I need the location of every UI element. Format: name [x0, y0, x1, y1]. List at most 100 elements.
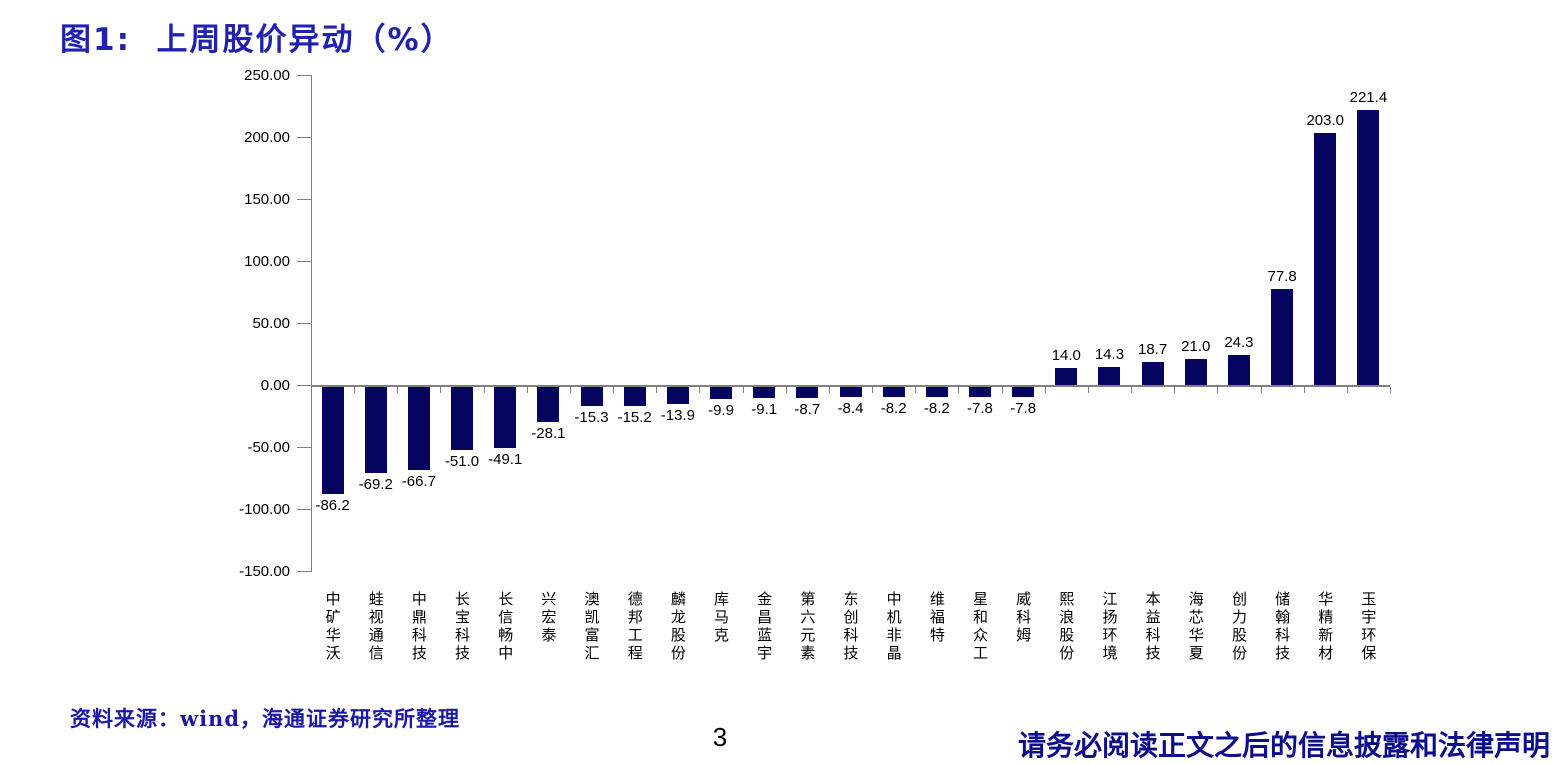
category-label: 德邦工程: [625, 591, 644, 663]
bar-value-label: -51.0: [444, 453, 480, 471]
bar: [580, 387, 603, 406]
bar-value-label: -86.2: [315, 496, 350, 514]
category-label: 江扬环境: [1100, 591, 1119, 663]
y-axis-tick-label: -150.00: [239, 563, 290, 580]
bar: [494, 387, 517, 448]
bar-value-label: -28.1: [531, 424, 566, 442]
category-label: 澳凯富汇: [582, 591, 601, 663]
x-axis-tick: [958, 387, 960, 393]
y-axis-line: [311, 75, 312, 572]
category-label: 储翰科技: [1273, 591, 1292, 663]
category-label: 熙浪股份: [1057, 591, 1076, 663]
bar-value-label: 14.3: [1094, 346, 1125, 364]
x-axis-line: [311, 385, 1390, 387]
bar: [1055, 367, 1078, 385]
bar-value-label: -8.4: [837, 400, 864, 418]
x-axis-tick: [483, 387, 485, 393]
x-axis-tick: [742, 387, 744, 393]
bar-value-label: 221.4: [1349, 89, 1388, 107]
bar: [839, 387, 862, 398]
bar: [1098, 367, 1121, 385]
bar-value-label: 24.3: [1224, 333, 1254, 351]
category-label: 创力股份: [1229, 591, 1248, 663]
bar: [1141, 361, 1164, 385]
y-axis-tick: [297, 261, 311, 262]
bar: [925, 387, 948, 398]
x-axis-tick: [311, 387, 312, 393]
bar-value-label: -8.2: [923, 400, 950, 418]
bar: [451, 387, 474, 451]
y-axis-tick-label: 0.00: [260, 377, 290, 394]
bar: [321, 387, 344, 494]
bar: [1314, 133, 1337, 385]
y-axis-tick-label: 200.00: [244, 129, 290, 146]
x-axis-tick: [656, 387, 658, 393]
x-axis-tick: [569, 387, 571, 393]
category-label: 维福特: [927, 591, 946, 645]
bar-value-label: -66.7: [401, 472, 436, 490]
bar-value-label: -69.2: [358, 475, 393, 493]
bar-value-label: 77.8: [1267, 267, 1297, 285]
x-axis-tick: [354, 387, 356, 393]
y-axis-tick-label: -50.00: [247, 439, 290, 456]
category-label: 玉宇环保: [1359, 591, 1378, 663]
x-axis-tick: [1217, 387, 1219, 393]
bar-value-label: -49.1: [488, 450, 523, 468]
bar-value-label: -15.3: [574, 408, 609, 426]
category-label: 星和众工: [970, 591, 989, 663]
bar: [407, 387, 430, 470]
bar-value-label: 14.0: [1051, 346, 1081, 364]
category-label: 金昌蓝宇: [755, 591, 774, 663]
bar-value-label: -8.2: [880, 400, 907, 418]
bar-value-label: -7.8: [1010, 399, 1037, 417]
x-axis-tick: [872, 387, 874, 393]
category-label: 第六元素: [798, 591, 817, 663]
x-axis-tick: [915, 387, 917, 393]
y-axis-tick-label: -100.00: [239, 501, 290, 518]
bar-value-label: 18.7: [1138, 340, 1168, 358]
x-axis-tick: [1260, 387, 1262, 393]
x-axis-tick: [526, 387, 528, 393]
y-axis-tick: [297, 385, 311, 386]
disclaimer-text: 请务必阅读正文之后的信息披露和法律声明: [1017, 729, 1550, 762]
bar-value-label: -13.9: [660, 407, 695, 425]
source-note: 资料来源：wind，海通证券研究所整理: [70, 706, 461, 731]
category-label: 兴宏泰: [539, 591, 558, 645]
bar: [364, 387, 387, 473]
x-axis-tick: [1131, 387, 1133, 393]
y-axis-tick: [297, 137, 311, 138]
x-axis-tick: [1001, 387, 1003, 393]
category-label: 中机非晶: [884, 591, 903, 663]
category-label: 海芯华夏: [1186, 591, 1205, 663]
bar-value-label: -7.8: [967, 399, 993, 417]
x-axis-tick: [1303, 387, 1305, 393]
category-label: 本益科技: [1143, 591, 1162, 663]
category-label: 蛙视通信: [366, 591, 385, 663]
category-label: 长宝科技: [453, 591, 472, 663]
bar: [753, 387, 776, 399]
x-axis-tick: [699, 387, 701, 393]
page-number: 3: [712, 722, 728, 752]
category-label: 长信畅中: [496, 591, 515, 663]
category-label: 麟龙股份: [668, 591, 687, 663]
y-axis-tick: [297, 323, 311, 324]
bar-value-label: -8.7: [794, 400, 821, 418]
bar-value-label: -9.1: [751, 401, 778, 419]
x-axis-tick: [828, 387, 830, 393]
bar-value-label: 21.0: [1181, 337, 1211, 355]
x-axis-tick: [785, 387, 787, 393]
y-axis-tick: [297, 571, 311, 572]
bar: [1184, 358, 1207, 385]
y-axis-tick: [297, 75, 311, 76]
x-axis-tick: [1346, 387, 1348, 393]
bar: [968, 387, 991, 397]
bar: [796, 387, 819, 398]
y-axis-tick-label: 250.00: [244, 67, 290, 84]
y-axis-tick-label: 150.00: [244, 191, 290, 208]
bar-value-label: -9.9: [708, 402, 734, 420]
x-axis-tick: [1390, 387, 1391, 393]
y-axis-tick: [297, 199, 311, 200]
bar: [882, 387, 905, 398]
bar: [1271, 288, 1294, 385]
x-axis-tick: [1044, 387, 1046, 393]
